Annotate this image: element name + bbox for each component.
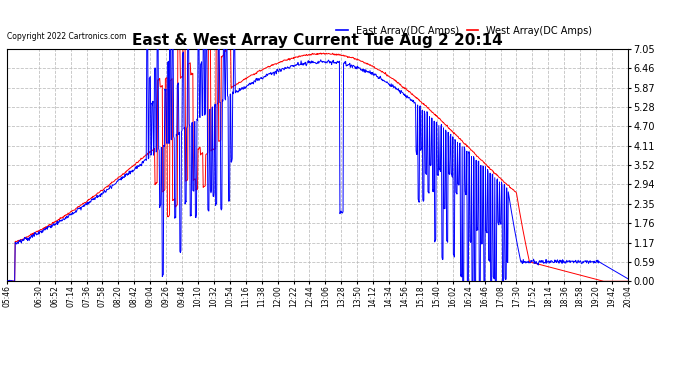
Text: Copyright 2022 Cartronics.com: Copyright 2022 Cartronics.com <box>7 33 126 42</box>
Legend: East Array(DC Amps), West Array(DC Amps): East Array(DC Amps), West Array(DC Amps) <box>336 26 592 36</box>
Title: East & West Array Current Tue Aug 2 20:14: East & West Array Current Tue Aug 2 20:1… <box>132 33 503 48</box>
